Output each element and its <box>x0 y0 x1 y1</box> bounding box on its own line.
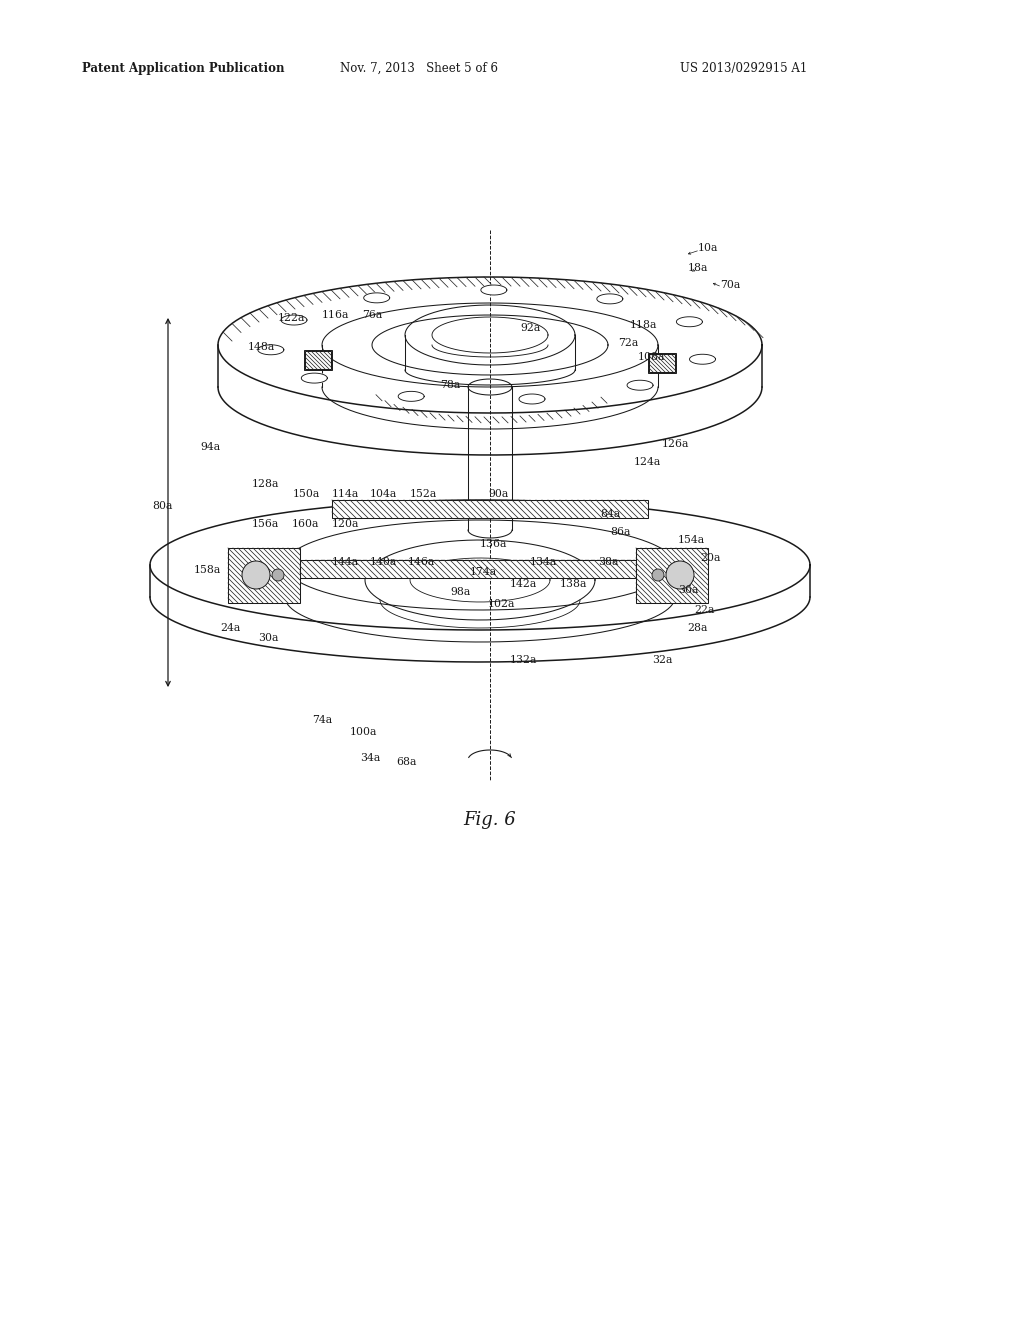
Text: 124a: 124a <box>634 457 662 467</box>
Text: Nov. 7, 2013   Sheet 5 of 6: Nov. 7, 2013 Sheet 5 of 6 <box>340 62 498 75</box>
Text: 24a: 24a <box>220 623 241 634</box>
Polygon shape <box>677 317 702 327</box>
Text: 36a: 36a <box>678 585 698 595</box>
Text: 108a: 108a <box>638 352 666 362</box>
Text: 140a: 140a <box>370 557 397 568</box>
Text: 154a: 154a <box>678 535 706 545</box>
Text: 128a: 128a <box>252 479 280 488</box>
Text: 98a: 98a <box>450 587 470 597</box>
Bar <box>300 560 636 578</box>
Text: 104a: 104a <box>370 488 397 499</box>
Polygon shape <box>689 354 716 364</box>
Text: 72a: 72a <box>618 338 638 348</box>
Text: 20a: 20a <box>700 553 720 564</box>
Text: 76a: 76a <box>362 310 382 319</box>
Text: 78a: 78a <box>440 380 460 389</box>
Text: 152a: 152a <box>410 488 437 499</box>
Text: 38a: 38a <box>598 557 618 568</box>
Polygon shape <box>258 345 284 355</box>
Text: 28a: 28a <box>687 623 708 634</box>
Text: 102a: 102a <box>488 599 515 609</box>
Polygon shape <box>597 294 623 304</box>
Text: 92a: 92a <box>520 323 541 333</box>
Text: Fig. 6: Fig. 6 <box>464 810 516 829</box>
Text: 80a: 80a <box>152 502 172 511</box>
Text: 148a: 148a <box>248 342 275 352</box>
Polygon shape <box>627 380 653 391</box>
Text: 160a: 160a <box>292 519 319 529</box>
Text: 10a: 10a <box>698 243 719 253</box>
Bar <box>636 548 708 603</box>
Polygon shape <box>481 285 507 294</box>
Text: 22a: 22a <box>694 605 715 615</box>
Text: 144a: 144a <box>332 557 359 568</box>
Bar <box>315 560 645 577</box>
Text: 142a: 142a <box>510 579 538 589</box>
Circle shape <box>652 569 664 581</box>
Text: 126a: 126a <box>662 440 689 449</box>
Polygon shape <box>364 293 390 302</box>
Text: 118a: 118a <box>630 319 657 330</box>
Bar <box>648 352 676 374</box>
Bar <box>332 500 648 517</box>
Text: 146a: 146a <box>408 557 435 568</box>
Text: 18a: 18a <box>688 263 709 273</box>
Text: US 2013/0292915 A1: US 2013/0292915 A1 <box>680 62 807 75</box>
Circle shape <box>272 569 284 581</box>
Text: 34a: 34a <box>360 752 380 763</box>
Bar <box>228 548 300 603</box>
Text: 74a: 74a <box>312 715 332 725</box>
Polygon shape <box>301 374 328 383</box>
Text: 114a: 114a <box>332 488 359 499</box>
Text: 136a: 136a <box>480 539 507 549</box>
Polygon shape <box>398 391 424 401</box>
Text: 94a: 94a <box>200 442 220 451</box>
Polygon shape <box>519 393 545 404</box>
Circle shape <box>666 561 694 589</box>
Text: 158a: 158a <box>194 565 221 576</box>
Bar <box>649 354 675 372</box>
Text: 116a: 116a <box>322 310 349 319</box>
Text: 70a: 70a <box>720 280 740 290</box>
Bar <box>305 351 331 370</box>
Circle shape <box>242 561 270 589</box>
Text: 32a: 32a <box>652 655 673 665</box>
Text: 90a: 90a <box>488 488 508 499</box>
Text: 174a: 174a <box>470 568 497 577</box>
Text: 68a: 68a <box>396 756 417 767</box>
Polygon shape <box>281 315 307 325</box>
Text: 132a: 132a <box>510 655 538 665</box>
Text: 84a: 84a <box>600 510 621 519</box>
Text: 122a: 122a <box>278 313 305 323</box>
Text: 86a: 86a <box>610 527 631 537</box>
Bar <box>304 350 332 370</box>
Text: Patent Application Publication: Patent Application Publication <box>82 62 285 75</box>
Text: 156a: 156a <box>252 519 280 529</box>
Text: 30a: 30a <box>258 634 279 643</box>
Text: 120a: 120a <box>332 519 359 529</box>
Text: 138a: 138a <box>560 579 588 589</box>
Text: 100a: 100a <box>350 727 378 737</box>
Text: 150a: 150a <box>293 488 321 499</box>
Text: 134a: 134a <box>530 557 557 568</box>
